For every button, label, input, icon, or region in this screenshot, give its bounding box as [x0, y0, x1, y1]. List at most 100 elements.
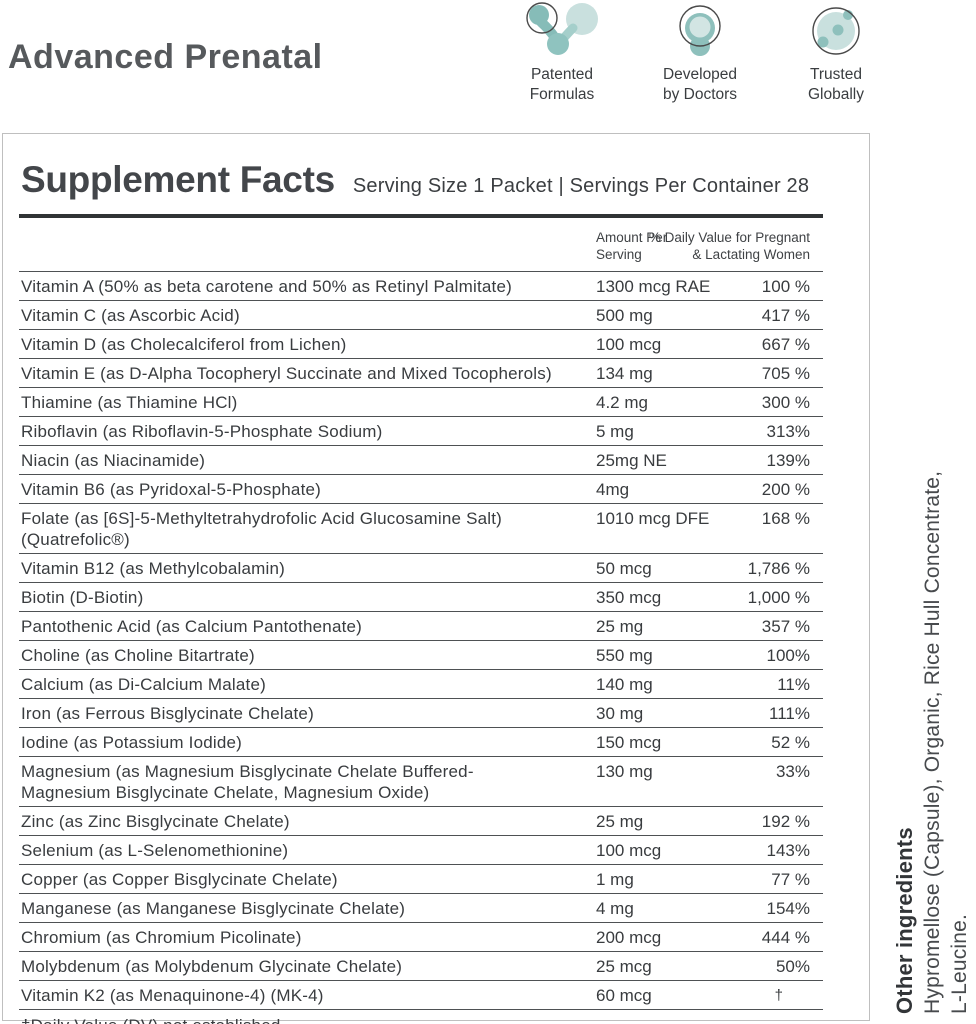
nutrient-daily-value: 168 %	[761, 509, 810, 528]
nutrient-name: Iron (as Ferrous Bisglycinate Chelate)	[21, 703, 314, 723]
nutrient-name: Vitamin B12 (as Methylcobalamin)	[21, 558, 286, 578]
nutrient-amount: 140 mg	[596, 675, 653, 694]
table-row: Iodine (as Potassium Iodide) 150 mcg 52 …	[19, 728, 823, 757]
nutrient-name: Molybdenum (as Molybdenum Glycinate Chel…	[21, 956, 403, 976]
table-row: Biotin (D-Biotin) 350 mcg 1,000 %	[19, 583, 823, 612]
other-ingredients-line2: L-Leucine.	[948, 913, 971, 1014]
table-row: Iron (as Ferrous Bisglycinate Chelate) 3…	[19, 699, 823, 728]
nutrient-daily-value: 111%	[769, 704, 810, 723]
developed-by-doctors-cell-icon	[652, 2, 748, 62]
nutrient-amount: 350 mcg	[596, 588, 662, 607]
nutrient-amount: 4.2 mg	[596, 393, 648, 412]
column-header-amount: Amount Per Serving	[596, 230, 668, 262]
nutrient-name: Vitamin A (50% as beta carotene and 50% …	[21, 276, 512, 296]
nutrient-amount: 500 mg	[596, 306, 653, 325]
table-row: Vitamin C (as Ascorbic Acid) 500 mg 417 …	[19, 301, 823, 330]
nutrient-amount: 130 mg	[596, 762, 653, 781]
badge-developed-by-doctors: Developed by Doctors	[652, 2, 748, 105]
nutrient-daily-value: 50%	[775, 957, 810, 976]
nutrient-amount: 25 mcg	[596, 957, 652, 976]
nutrient-name: Riboflavin (as Riboflavin-5-Phosphate So…	[21, 421, 383, 441]
table-row: Pantothenic Acid (as Calcium Pantothenat…	[19, 612, 823, 641]
nutrient-table: Vitamin A (50% as beta carotene and 50% …	[19, 272, 823, 1010]
nutrient-daily-value: 313%	[766, 422, 810, 441]
table-row: Vitamin A (50% as beta carotene and 50% …	[19, 272, 823, 301]
nutrient-amount: 134 mg	[596, 364, 653, 383]
nutrient-name: Chromium (as Chromium Picolinate)	[21, 927, 302, 947]
supplement-facts-panel: Supplement Facts Serving Size 1 Packet |…	[2, 133, 870, 1024]
nutrient-daily-value: 100%	[766, 646, 810, 665]
patented-formulas-molecule-icon	[514, 2, 610, 62]
nutrient-amount: 25 mg	[596, 812, 644, 831]
table-row: Thiamine (as Thiamine HCl) 4.2 mg 300 %	[19, 388, 823, 417]
facts-header: Supplement Facts Serving Size 1 Packet |…	[3, 134, 869, 214]
nutrient-daily-value: 444 %	[761, 928, 810, 947]
table-row: Calcium (as Di-Calcium Malate) 140 mg 11…	[19, 670, 823, 699]
nutrient-amount: 5 mg	[596, 422, 634, 441]
nutrient-amount: 50 mcg	[596, 559, 652, 578]
nutrient-amount: 150 mcg	[596, 733, 662, 752]
nutrient-daily-value: 300 %	[761, 393, 810, 412]
table-row: Vitamin B6 (as Pyridoxal-5-Phosphate) 4m…	[19, 475, 823, 504]
nutrient-amount: 60 mcg	[596, 986, 652, 1005]
nutrient-amount: 100 mcg	[596, 841, 662, 860]
nutrient-name: Choline (as Choline Bitartrate)	[21, 645, 255, 665]
nutrient-daily-value: 667 %	[761, 335, 810, 354]
nutrient-amount: 550 mg	[596, 646, 653, 665]
table-row: Copper (as Copper Bisglycinate Chelate) …	[19, 865, 823, 894]
nutrient-amount: 30 mg	[596, 704, 644, 723]
nutrient-daily-value: 100 %	[761, 277, 810, 296]
trusted-globally-globe-icon	[788, 2, 884, 62]
table-row: Folate (as [6S]-5-Methyltetrahydrofolic …	[19, 504, 823, 554]
table-row: Magnesium (as Magnesium Bisglycinate Che…	[19, 757, 823, 807]
nutrient-amount: 1300 mcg RAE	[596, 277, 711, 296]
nutrient-daily-value: 77 %	[771, 870, 810, 889]
nutrient-amount: 200 mcg	[596, 928, 662, 947]
badge-label-line1: Trusted	[810, 66, 862, 83]
daily-value-footnote: †Daily Value (DV) not established.	[3, 1010, 869, 1024]
table-row: Vitamin D (as Cholecalciferol from Liche…	[19, 330, 823, 359]
nutrient-name: Magnesium (as Magnesium Bisglycinate Che…	[21, 761, 474, 802]
nutrient-amount: 1 mg	[596, 870, 634, 889]
nutrient-daily-value: 192 %	[761, 812, 810, 831]
nutrient-name: Vitamin B6 (as Pyridoxal-5-Phosphate)	[21, 479, 322, 499]
table-row: Chromium (as Chromium Picolinate) 200 mc…	[19, 923, 823, 952]
nutrient-amount: 25 mg	[596, 617, 644, 636]
nutrient-daily-value: 417 %	[761, 306, 810, 325]
table-row: Manganese (as Manganese Bisglycinate Che…	[19, 894, 823, 923]
nutrient-daily-value: 11%	[777, 675, 810, 694]
nutrient-name: Folate (as [6S]-5-Methyltetrahydrofolic …	[21, 508, 503, 549]
badge-label-line2: by Doctors	[662, 86, 738, 103]
nutrient-daily-value: 200 %	[761, 480, 810, 499]
nutrient-name: Thiamine (as Thiamine HCl)	[21, 392, 238, 412]
nutrient-amount: 4 mg	[596, 899, 634, 918]
nutrient-daily-value: 143%	[766, 841, 810, 860]
nutrient-daily-value: 1,000 %	[747, 588, 810, 607]
table-row: Molybdenum (as Molybdenum Glycinate Chel…	[19, 952, 823, 981]
nutrient-daily-value: 705 %	[761, 364, 810, 383]
header-rule	[19, 214, 823, 218]
nutrient-daily-value: 52 %	[771, 733, 810, 752]
nutrient-amount: 4mg	[596, 480, 630, 499]
column-header-daily-value: % Daily Value for Pregnant & Lactating W…	[648, 230, 810, 262]
nutrient-name: Vitamin D (as Cholecalciferol from Liche…	[21, 334, 347, 354]
table-row: Choline (as Choline Bitartrate) 550 mg 1…	[19, 641, 823, 670]
other-ingredients-line1: Hypromellose (Capsule), Organic, Rice Hu…	[921, 470, 944, 1014]
table-row: Zinc (as Zinc Bisglycinate Chelate) 25 m…	[19, 807, 823, 836]
nutrient-name: Selenium (as L-Selenomethionine)	[21, 840, 289, 860]
nutrient-name: Vitamin E (as D-Alpha Tocopheryl Succina…	[21, 363, 552, 383]
table-row: Vitamin E (as D-Alpha Tocopheryl Succina…	[19, 359, 823, 388]
table-row: Vitamin K2 (as Menaquinone-4) (MK-4) 60 …	[19, 981, 823, 1010]
nutrient-name: Vitamin C (as Ascorbic Acid)	[21, 305, 240, 325]
product-title: Advanced Prenatal	[8, 38, 323, 76]
table-column-headers: Amount Per Serving % Daily Value for Pre…	[19, 218, 823, 272]
nutrient-name: Niacin (as Niacinamide)	[21, 450, 206, 470]
nutrient-name: Biotin (D-Biotin)	[21, 587, 144, 607]
nutrient-daily-value: 1,786 %	[747, 559, 810, 578]
other-ingredients-title: Other ingredients	[892, 827, 917, 1014]
other-ingredients-note: Other ingredients Hypromellose (Capsule)…	[891, 471, 973, 1014]
nutrient-amount: 25mg NE	[596, 451, 667, 470]
nutrient-name: Copper (as Copper Bisglycinate Chelate)	[21, 869, 338, 889]
serving-info: Serving Size 1 Packet | Servings Per Con…	[352, 175, 810, 197]
